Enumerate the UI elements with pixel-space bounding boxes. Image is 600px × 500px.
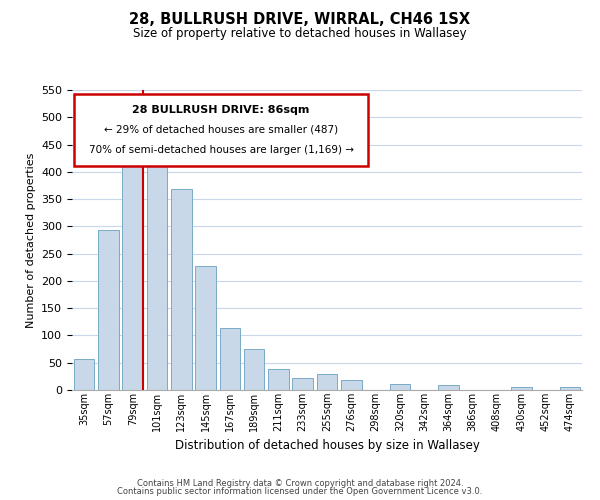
Bar: [98, 230, 119, 390]
Bar: [244, 348, 265, 390]
Text: 70% of semi-detached houses are larger (1,169) →: 70% of semi-detached houses are larger (…: [89, 145, 353, 155]
Text: Contains HM Land Registry data © Crown copyright and database right 2024.: Contains HM Land Registry data © Crown c…: [137, 478, 463, 488]
Bar: [511, 386, 532, 390]
Bar: [195, 266, 216, 390]
Bar: [560, 388, 580, 390]
Bar: [122, 156, 143, 390]
Text: ← 29% of detached houses are smaller (487): ← 29% of detached houses are smaller (48…: [104, 125, 338, 135]
Bar: [74, 359, 94, 390]
Bar: [317, 374, 337, 390]
Bar: [438, 384, 459, 390]
Bar: [389, 384, 410, 390]
X-axis label: Distribution of detached houses by size in Wallasey: Distribution of detached houses by size …: [175, 439, 479, 452]
Text: Size of property relative to detached houses in Wallasey: Size of property relative to detached ho…: [133, 28, 467, 40]
Bar: [292, 378, 313, 390]
Bar: [341, 380, 362, 390]
Y-axis label: Number of detached properties: Number of detached properties: [26, 152, 35, 328]
Bar: [171, 190, 191, 390]
Text: 28 BULLRUSH DRIVE: 86sqm: 28 BULLRUSH DRIVE: 86sqm: [133, 104, 310, 115]
Bar: [146, 156, 167, 390]
Bar: [268, 370, 289, 390]
Text: Contains public sector information licensed under the Open Government Licence v3: Contains public sector information licen…: [118, 487, 482, 496]
Text: 28, BULLRUSH DRIVE, WIRRAL, CH46 1SX: 28, BULLRUSH DRIVE, WIRRAL, CH46 1SX: [130, 12, 470, 28]
Bar: [220, 328, 240, 390]
